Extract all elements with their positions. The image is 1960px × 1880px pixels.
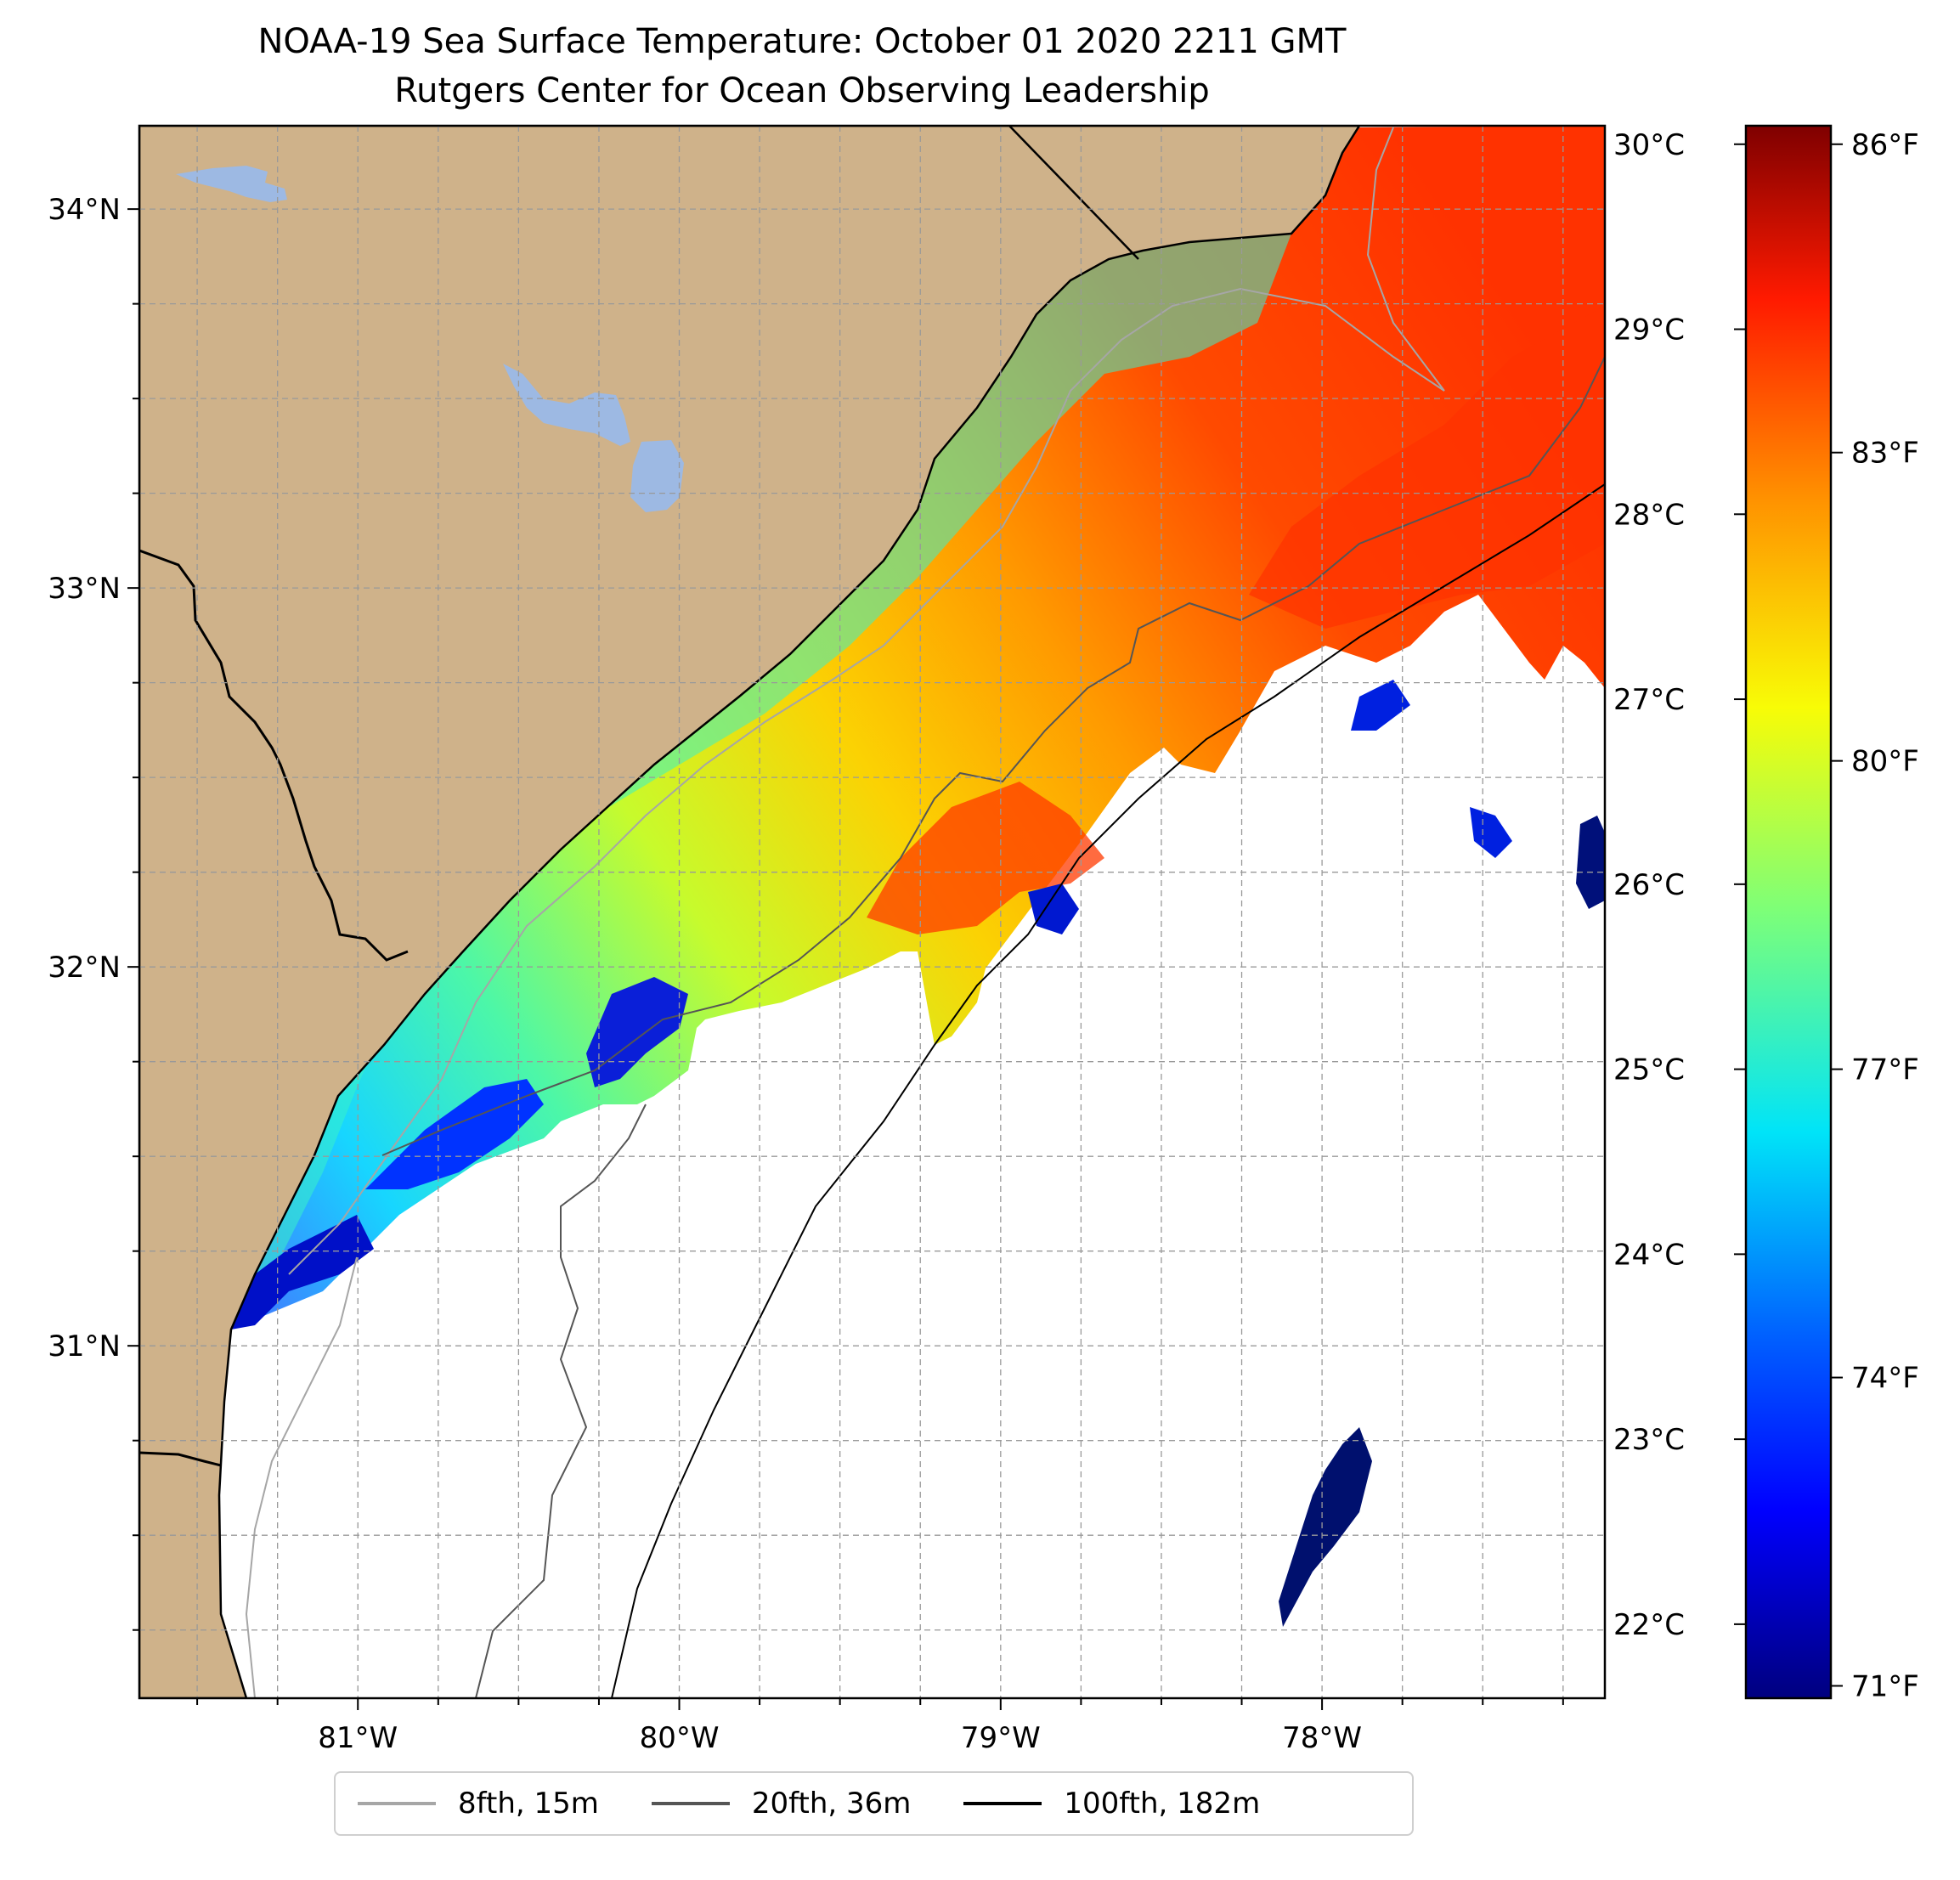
celsius-tick-label: 25°C <box>1613 1053 1685 1087</box>
fahrenheit-tick-label: 74°F <box>1851 1362 1919 1396</box>
river-line <box>139 1451 222 1467</box>
lon-tick-label: 80°W <box>640 1721 720 1755</box>
lat-tick-label: 32°N <box>48 951 121 985</box>
celsius-tick-label: 27°C <box>1613 683 1685 717</box>
contour-8fth <box>288 127 1445 1275</box>
legend-line-100fth <box>963 1802 1042 1805</box>
legend-line-8fth <box>358 1802 436 1805</box>
contour-20fth <box>381 356 1605 1156</box>
sst-cold-patch <box>1028 884 1079 934</box>
lake <box>176 166 287 202</box>
fahrenheit-tick-label: 86°F <box>1851 128 1919 162</box>
fahrenheit-tick-label: 83°F <box>1851 437 1919 471</box>
sst-cold-patch <box>1470 807 1512 858</box>
lat-tick-label: 31°N <box>48 1330 121 1363</box>
contour-20fth <box>475 1104 647 1698</box>
legend-label-20fth: 20fth, 36m <box>751 1787 912 1821</box>
contour-legend: 8fth, 15m 20fth, 36m 100fth, 182m <box>334 1771 1414 1836</box>
chart-subtitle: Rutgers Center for Ocean Observing Leade… <box>394 71 1210 110</box>
map-frame <box>138 124 1607 1700</box>
legend-line-20fth <box>651 1802 730 1805</box>
sst-field <box>231 126 1605 1330</box>
colorbar <box>1744 124 1833 1700</box>
state-border <box>1008 126 1139 260</box>
celsius-tick-label: 28°C <box>1613 498 1685 532</box>
sst-cold-patch <box>586 977 688 1087</box>
celsius-tick-label: 23°C <box>1613 1423 1685 1457</box>
sst-cold-patch <box>1576 816 1605 909</box>
fahrenheit-tick-label: 71°F <box>1851 1669 1919 1703</box>
lat-tick-label: 34°N <box>48 193 121 227</box>
sst-warm-patch <box>867 782 1104 934</box>
gridlines <box>139 126 1605 1698</box>
celsius-tick-label: 26°C <box>1613 868 1685 902</box>
celsius-tick-label: 24°C <box>1613 1238 1685 1272</box>
fahrenheit-tick-label: 77°F <box>1851 1053 1919 1087</box>
lake <box>630 440 684 512</box>
lon-tick-label: 81°W <box>318 1721 398 1755</box>
celsius-tick-label: 30°C <box>1613 128 1685 162</box>
fahrenheit-tick-label: 80°F <box>1851 745 1919 779</box>
lon-tick-label: 78°W <box>1282 1721 1362 1755</box>
celsius-tick-label: 29°C <box>1613 313 1685 347</box>
legend-item-20fth: 20fth, 36m <box>651 1787 912 1821</box>
river-line <box>139 549 409 962</box>
chart-title: NOAA-19 Sea Surface Temperature: October… <box>257 22 1347 61</box>
legend-item-100fth: 100fth, 182m <box>963 1787 1260 1821</box>
sst-coastal-band <box>231 234 1291 1330</box>
land-mass <box>139 126 1361 1698</box>
contour-100fth <box>611 483 1605 1698</box>
lon-tick-label: 79°W <box>961 1721 1041 1755</box>
lat-tick-label: 33°N <box>48 572 121 606</box>
celsius-tick-label: 22°C <box>1613 1608 1685 1642</box>
colorbar-ticks: 30°C 29°C 28°C 27°C 26°C 25°C 24°C 23°C 22°C 86°F… <box>1613 128 1919 1704</box>
legend-item-8fth: 8fth, 15m <box>358 1787 599 1821</box>
contour-8fth <box>245 1256 358 1698</box>
sst-cold-patch <box>231 1215 374 1330</box>
legend-label-8fth: 8fth, 15m <box>458 1787 599 1821</box>
sst-warm-patch-north <box>1249 306 1605 629</box>
sst-cold-patch <box>1351 680 1410 731</box>
legend-label-100fth: 100fth, 182m <box>1064 1787 1261 1821</box>
sst-cold-patch <box>1279 1427 1372 1627</box>
axis-ticks: 34°N 33°N 32°N 31°N 81°W 80°W 79°W 78°W <box>48 193 1564 1755</box>
